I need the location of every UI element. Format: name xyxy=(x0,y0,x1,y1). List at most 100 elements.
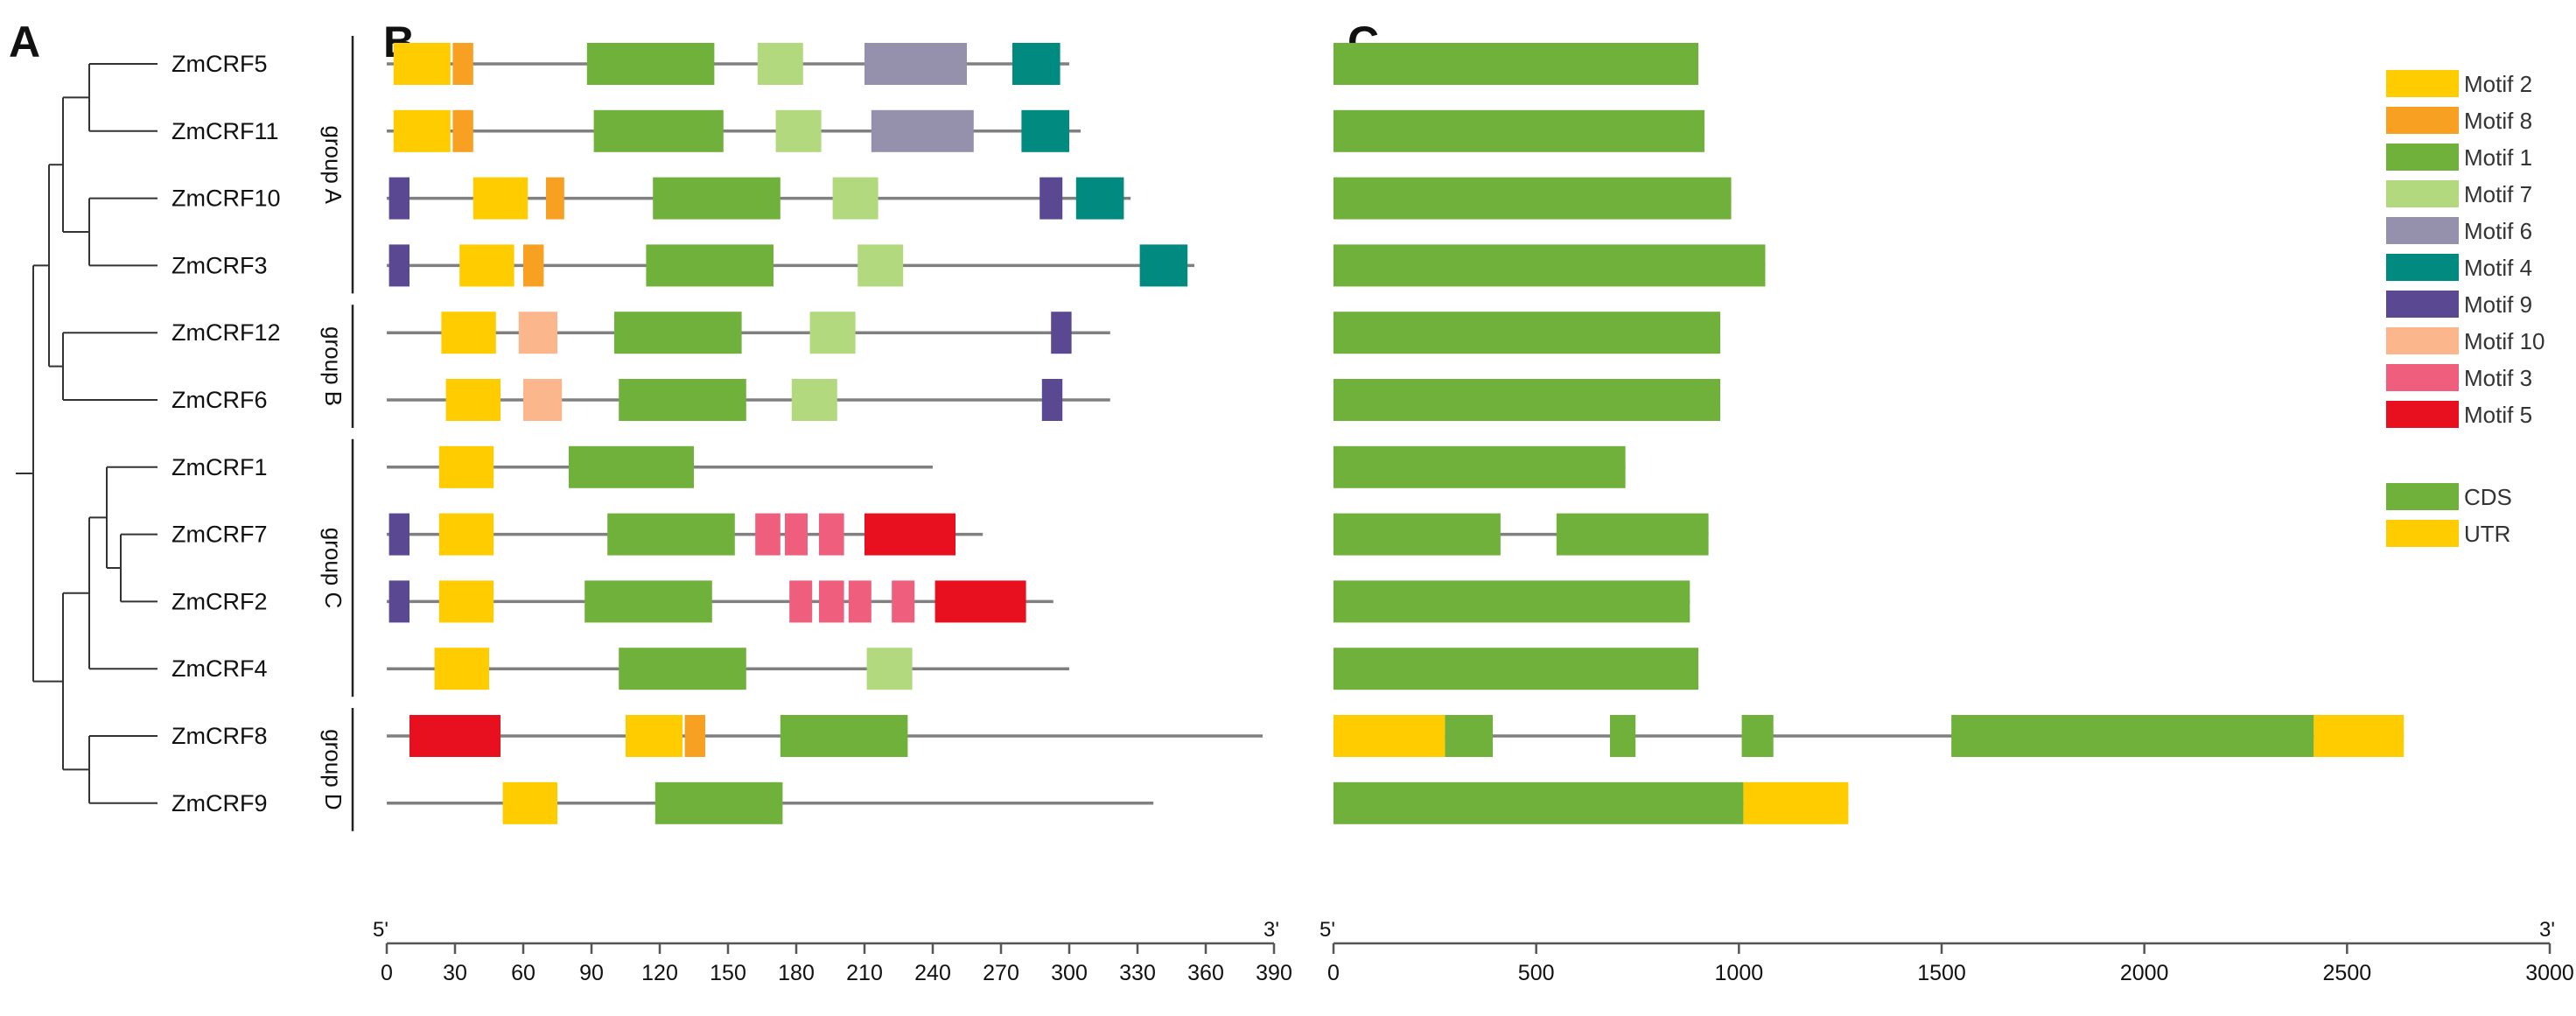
legend-item-motif-7: Motif 7 xyxy=(2386,180,2532,207)
legend-swatch xyxy=(2386,483,2459,510)
cds-segment xyxy=(1334,312,1721,354)
motif-motif-4 xyxy=(1012,43,1060,85)
legend-label: UTR xyxy=(2464,521,2510,547)
motif-row-zmcrf11 xyxy=(387,109,1081,152)
motif-motif-4 xyxy=(1021,109,1069,152)
motif-tick-label: 120 xyxy=(641,961,678,985)
legend-swatch xyxy=(2386,291,2459,318)
motif-motif-3 xyxy=(819,513,844,556)
legend-item-motif-4: Motif 4 xyxy=(2386,254,2532,281)
group-brackets: group A group B group C group D xyxy=(320,36,354,831)
legend-item-motif-10: Motif 10 xyxy=(2386,327,2545,354)
legend-swatch xyxy=(2386,520,2459,547)
gene-label-zmcrf2: ZmCRF2 xyxy=(172,588,268,614)
legend-swatch xyxy=(2386,327,2459,354)
motif-motif-1 xyxy=(653,177,780,220)
gene-label-zmcrf12: ZmCRF12 xyxy=(172,319,281,346)
structure-row-zmcrf1 xyxy=(1334,445,1626,488)
motif-motif-9 xyxy=(1041,379,1063,421)
legend-label: CDS xyxy=(2464,484,2512,510)
motif-motif-9 xyxy=(388,244,410,287)
motif-motif-3 xyxy=(848,580,872,623)
motif-motif-8 xyxy=(546,177,564,220)
structure-row-zmcrf5 xyxy=(1334,43,1698,85)
motif-tick-label: 240 xyxy=(914,961,951,985)
motif-motif-4 xyxy=(1139,244,1188,287)
structure-tick-label: 2500 xyxy=(2323,961,2372,985)
cds-segment xyxy=(1334,244,1766,287)
motif-motif-3 xyxy=(892,580,915,623)
motif-motif-3 xyxy=(785,513,808,556)
motif-motif-6 xyxy=(864,43,967,85)
structure-row-zmcrf8 xyxy=(1334,715,2404,757)
group-label-group-d: group D xyxy=(320,729,346,810)
motif-row-zmcrf12 xyxy=(387,312,1110,354)
legend-item-cds: CDS xyxy=(2386,483,2512,510)
motif-motif-9 xyxy=(1040,177,1063,220)
cds-segment xyxy=(1445,715,1494,757)
gene-label-zmcrf5: ZmCRF5 xyxy=(172,51,268,77)
motif-motif-8 xyxy=(452,109,473,152)
motif-row-zmcrf9 xyxy=(387,781,1154,824)
motif-motif-2 xyxy=(502,781,557,824)
motif-motif-1 xyxy=(654,781,783,824)
motif-motif-2 xyxy=(472,177,528,220)
cds-segment xyxy=(1741,715,1774,757)
legend-swatch xyxy=(2386,180,2459,207)
legend-label: Motif 1 xyxy=(2464,144,2532,171)
gene-label-zmcrf10: ZmCRF10 xyxy=(172,186,281,212)
motif-axis: 0 30 60 90 120 150 180 210 240 270 300 330 360 390 5' 3… xyxy=(373,918,1292,985)
motif-row-zmcrf10 xyxy=(387,177,1131,220)
motif-row-zmcrf6 xyxy=(387,379,1110,421)
structure-row-zmcrf3 xyxy=(1334,244,1766,287)
group-label-group-b: group B xyxy=(320,326,346,406)
motif-motif-2 xyxy=(459,244,514,287)
structure-start-label: 5' xyxy=(1320,918,1335,942)
motif-motif-2 xyxy=(393,43,451,85)
structure-tick-label: 1500 xyxy=(1917,961,1966,985)
motif-motif-2 xyxy=(434,648,489,690)
motif-end-label: 3' xyxy=(1264,918,1279,942)
motif-motif-10 xyxy=(518,312,557,354)
motif-motif-9 xyxy=(1051,312,1072,354)
legend-label: Motif 3 xyxy=(2464,365,2532,391)
structure-end-label: 3' xyxy=(2539,918,2555,942)
motif-tick-label: 30 xyxy=(443,961,467,985)
gene-label-zmcrf7: ZmCRF7 xyxy=(172,522,268,548)
legend-item-motif-1: Motif 1 xyxy=(2386,144,2532,171)
legend-swatch xyxy=(2386,107,2459,134)
motif-motif-9 xyxy=(388,177,410,220)
gene-label-zmcrf6: ZmCRF6 xyxy=(172,387,268,413)
motif-motif-2 xyxy=(438,513,494,556)
group-label-group-c: group C xyxy=(320,528,346,609)
motif-motif-2 xyxy=(445,379,500,421)
legend-swatch xyxy=(2386,217,2459,244)
structure-row-zmcrf7 xyxy=(1334,513,1709,556)
gene-label-zmcrf4: ZmCRF4 xyxy=(172,655,268,682)
motif-motif-1 xyxy=(569,445,694,488)
motif-motif-3 xyxy=(789,580,813,623)
motif-tick-label: 180 xyxy=(778,961,815,985)
legend-swatch xyxy=(2386,364,2459,391)
cds-segment xyxy=(1334,580,1690,623)
motif-motif-3 xyxy=(755,513,780,556)
motif-tick-label: 210 xyxy=(846,961,883,985)
gene-label-zmcrf1: ZmCRF1 xyxy=(172,454,268,480)
motif-motif-7 xyxy=(791,379,837,421)
structure-row-zmcrf6 xyxy=(1334,379,1721,421)
gene-label-zmcrf3: ZmCRF3 xyxy=(172,252,268,278)
cds-segment xyxy=(1334,445,1626,488)
structure-row-zmcrf9 xyxy=(1334,781,1849,824)
structure-row-zmcrf11 xyxy=(1334,109,1704,152)
legend-item-motif-8: Motif 8 xyxy=(2386,107,2532,134)
cds-segment xyxy=(1334,177,1732,220)
motif-tick-label: 0 xyxy=(381,961,393,985)
legend-swatch xyxy=(2386,254,2459,281)
motif-motif-1 xyxy=(619,648,746,690)
motif-motif-7 xyxy=(858,244,904,287)
legend-swatch xyxy=(2386,70,2459,97)
legend-item-motif-9: Motif 9 xyxy=(2386,291,2532,318)
structure-row-zmcrf10 xyxy=(1334,177,1732,220)
phylogenetic-tree xyxy=(16,63,158,804)
